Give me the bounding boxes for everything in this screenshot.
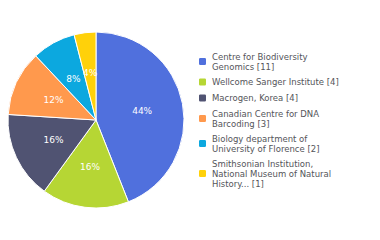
svg-text:44%: 44%	[132, 106, 152, 116]
svg-text:Genomics [11]: Genomics [11]	[212, 62, 274, 72]
svg-text:4%: 4%	[83, 68, 98, 78]
svg-text:Macrogen, Korea [4]: Macrogen, Korea [4]	[212, 93, 298, 103]
svg-text:University of Florence [2]: University of Florence [2]	[212, 144, 320, 154]
svg-text:Canadian Centre for DNA: Canadian Centre for DNA	[212, 109, 319, 119]
svg-text:History... [1]: History... [1]	[212, 179, 264, 189]
svg-text:Smithsonian Institution,: Smithsonian Institution,	[212, 159, 313, 169]
svg-text:National Museum of Natural: National Museum of Natural	[212, 169, 331, 179]
svg-text:Biology department of: Biology department of	[212, 134, 308, 144]
svg-text:8%: 8%	[66, 74, 81, 84]
svg-text:Wellcome Sanger Institute [4]: Wellcome Sanger Institute [4]	[212, 77, 339, 87]
svg-text:12%: 12%	[43, 95, 63, 105]
svg-text:16%: 16%	[43, 135, 63, 145]
svg-text:Centre for Biodiversity: Centre for Biodiversity	[212, 52, 308, 62]
svg-text:Barcoding [3]: Barcoding [3]	[212, 119, 270, 129]
svg-text:16%: 16%	[80, 162, 100, 172]
